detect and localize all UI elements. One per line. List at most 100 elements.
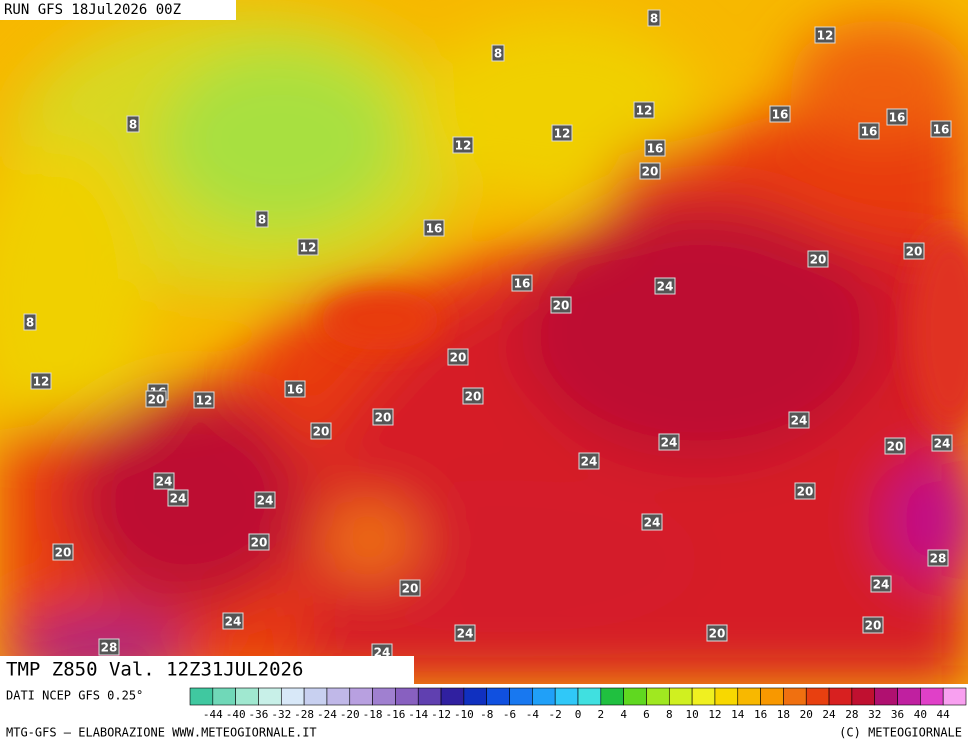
contour-label: 20 (865, 619, 882, 633)
legend-swatch (805, 687, 830, 706)
contour-label: 8 (494, 47, 502, 61)
copyright-label: (C) METEOGIORNALE (839, 726, 962, 740)
contour-label: 20 (402, 582, 419, 596)
contour-label: 24 (661, 436, 678, 450)
contour-label-box (814, 26, 836, 44)
temperature-field (0, 0, 968, 690)
legend-label: -14 (408, 708, 428, 721)
contour-label-box (633, 101, 655, 119)
contour-label-box (23, 313, 37, 331)
title-box (0, 656, 414, 684)
legend-label: -40 (226, 708, 246, 721)
contour-label-box (886, 108, 908, 126)
run-label: RUN GFS 18Jul2026 00Z (4, 2, 181, 18)
legend-label: 36 (891, 708, 904, 721)
contour-label: 16 (647, 142, 664, 156)
contour-label: 8 (129, 118, 137, 132)
contour-label-box (927, 549, 949, 567)
contour-label: 24 (257, 494, 274, 508)
contour-label-box (255, 210, 269, 228)
contour-label: 24 (170, 492, 187, 506)
legend-label: -16 (385, 708, 405, 721)
contour-label-box (254, 491, 276, 509)
contour-label: 16 (889, 111, 906, 125)
contour-label: 20 (553, 299, 570, 313)
contour-label-box (297, 238, 319, 256)
legend-label: -8 (480, 708, 493, 721)
contour-label: 28 (930, 552, 947, 566)
contour-label-box (930, 120, 952, 138)
legend-label: 18 (777, 708, 790, 721)
contour-label-box (372, 408, 394, 426)
legend-swatch (668, 687, 693, 706)
contour-label-box (654, 277, 676, 295)
legend-label: 16 (754, 708, 767, 721)
contour-label-box (931, 434, 953, 452)
contour-label-box (870, 575, 892, 593)
contour-label-box (706, 624, 728, 642)
legend-swatch (828, 687, 853, 706)
contour-label-box (551, 124, 573, 142)
contour-label-box (769, 105, 791, 123)
contour-label: 12 (300, 241, 317, 255)
contour-label-box (578, 452, 600, 470)
contour-label-box (98, 638, 120, 656)
contour-label: 20 (55, 546, 72, 560)
contour-label-box (807, 250, 829, 268)
legend-label: 32 (868, 708, 881, 721)
legend-swatch (280, 687, 305, 706)
legend-swatch (532, 687, 556, 706)
legend-swatch (920, 687, 944, 706)
legend-label: -6 (503, 708, 516, 721)
contour-label-box (193, 391, 215, 409)
contour-label-box (491, 44, 505, 62)
legend-label: 24 (822, 708, 836, 721)
legend-label: 12 (708, 708, 721, 721)
contour-label: 20 (709, 627, 726, 641)
contour-label: 12 (636, 104, 653, 118)
contour-label-box (794, 482, 816, 500)
contour-label: 20 (887, 440, 904, 454)
contour-labels: 8 12 8 8 12 16 16 16 16 12 12 16 20 8 16 12 20 20 16 24 20 8 2… (23, 9, 953, 661)
color-legend: -44 -40 -36 -32 -28 -24 -20 -18 -16 -14 -12 -10 -8 -6… (189, 687, 967, 721)
contour-label-box (248, 533, 270, 551)
contour-label-box (511, 274, 533, 292)
contour-label-box (167, 489, 189, 507)
contour-label-box (862, 616, 884, 634)
legend-label: -28 (294, 708, 314, 721)
legend-swatch (942, 687, 967, 706)
legend-swatch (395, 687, 419, 706)
legend-label: -4 (526, 708, 540, 721)
legend-label: 4 (620, 708, 627, 721)
contour-label: 20 (313, 425, 330, 439)
contour-label-box (647, 9, 661, 27)
contour-label: 20 (148, 393, 165, 407)
legend-label: -2 (549, 708, 562, 721)
contour-label: 16 (514, 277, 531, 291)
legend-swatch (646, 687, 670, 706)
contour-label: 12 (817, 29, 834, 43)
legend-label: 2 (598, 708, 605, 721)
contour-label-box (639, 162, 661, 180)
contour-label: 24 (156, 475, 173, 489)
legend-swatch (189, 687, 214, 706)
contour-label: 20 (450, 351, 467, 365)
legend-swatch (600, 687, 624, 706)
legend-label: 28 (845, 708, 858, 721)
contour-label-box (452, 136, 474, 154)
legend-swatch (440, 687, 465, 706)
legend-label: -44 (203, 708, 223, 721)
contour-label: 24 (457, 627, 474, 641)
legend-swatch (760, 687, 784, 706)
legend-label: -10 (454, 708, 474, 721)
legend-label: 8 (666, 708, 673, 721)
contour-label: 24 (873, 578, 890, 592)
legend-swatch (349, 687, 373, 706)
legend-label: -36 (249, 708, 269, 721)
contour-label-box (884, 437, 906, 455)
legend-swatch (417, 687, 442, 706)
contour-label: 20 (810, 253, 827, 267)
contour-label: 24 (934, 437, 951, 451)
legend-swatch (258, 687, 282, 706)
